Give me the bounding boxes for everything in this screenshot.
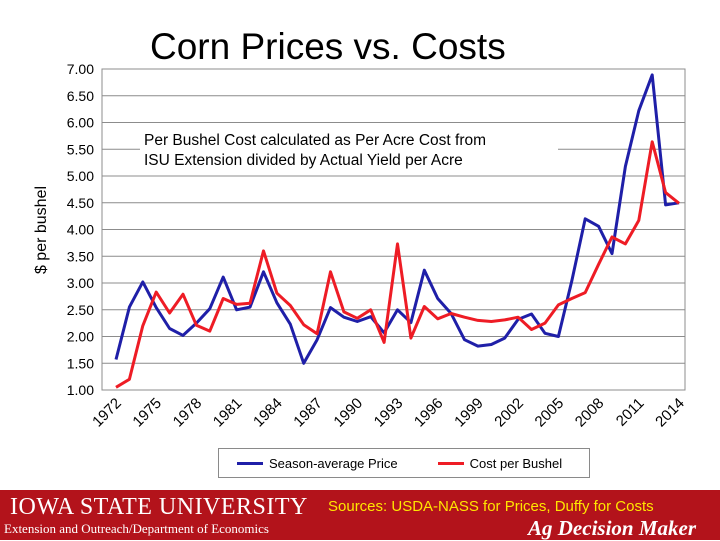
x-tick-label: 2011 bbox=[613, 395, 648, 430]
legend-swatch-cost bbox=[437, 461, 464, 465]
series-lines bbox=[114, 73, 680, 389]
x-tick-label: 2008 bbox=[572, 395, 608, 431]
y-tick-label: 6.50 bbox=[67, 88, 94, 104]
x-tick-label: 1996 bbox=[411, 395, 447, 431]
y-tick-label: 1.50 bbox=[67, 355, 94, 371]
x-tick-label: 2014 bbox=[652, 395, 688, 431]
x-tick-label: 2002 bbox=[491, 395, 527, 431]
sources-note: Sources: USDA-NASS for Prices, Duffy for… bbox=[328, 498, 654, 515]
y-tick-label: 4.50 bbox=[67, 195, 94, 211]
footer-bar: IOWA STATE UNIVERSITY Sources: USDA-NASS… bbox=[0, 490, 720, 540]
y-tick-label: 6.00 bbox=[67, 115, 94, 131]
y-tick-label: 1.00 bbox=[67, 382, 94, 398]
x-tick-label: 1978 bbox=[170, 395, 206, 431]
y-tick-label: 4.00 bbox=[67, 222, 94, 238]
line-chart: 1.00 1.50 2.00 2.50 3.00 3.50 4.00 4.50 5.00 5.50… bbox=[33, 61, 688, 431]
x-tick-label: 1999 bbox=[451, 395, 487, 431]
brand-logo-text: Ag Decision Maker bbox=[528, 516, 696, 540]
y-tick-labels: 1.00 1.50 2.00 2.50 3.00 3.50 4.00 4.50 5.00 5.50… bbox=[67, 61, 94, 398]
legend-label-cost: Cost per Bushel bbox=[469, 455, 563, 471]
department-text: Extension and Outreach/Department of Eco… bbox=[4, 521, 269, 536]
y-tick-label: 2.50 bbox=[67, 302, 94, 318]
y-tick-label: 5.50 bbox=[67, 141, 94, 157]
y-tick-label: 7.00 bbox=[67, 61, 94, 77]
legend-item-price: Season-average Price bbox=[237, 456, 398, 471]
y-axis-label: $ per bushel bbox=[33, 186, 50, 274]
x-tick-labels: 1972 1975 1978 1981 1984 1987 1990 1993 1996 1999… bbox=[89, 395, 688, 431]
chart-legend: Season-average Price Cost per Bushel bbox=[218, 448, 590, 478]
x-tick-label: 1984 bbox=[250, 395, 286, 431]
x-tick-label: 1972 bbox=[89, 395, 125, 431]
x-tick-label: 1987 bbox=[290, 395, 326, 431]
legend-label-price: Season-average Price bbox=[269, 455, 398, 471]
gridlines bbox=[102, 68, 685, 391]
y-tick-label: 5.00 bbox=[67, 168, 94, 184]
series-line-cost bbox=[115, 140, 680, 389]
legend-item-cost: Cost per Bushel bbox=[437, 455, 563, 471]
x-tick-label: 1975 bbox=[129, 395, 165, 431]
x-tick-label: 1990 bbox=[330, 395, 366, 431]
chart-title: Corn Prices vs. Costs bbox=[150, 26, 506, 67]
y-tick-label: 2.00 bbox=[67, 329, 94, 345]
legend-swatch-price bbox=[237, 461, 263, 465]
chart-annotation: Per Bushel Cost calculated as Per Acre C… bbox=[140, 131, 558, 171]
university-logo-text: IOWA STATE UNIVERSITY bbox=[10, 494, 308, 520]
plot-area-border bbox=[101, 68, 686, 391]
x-tick-label: 1993 bbox=[371, 395, 407, 431]
series-line-price bbox=[114, 73, 680, 365]
x-tick-label: 1981 bbox=[210, 395, 246, 431]
y-tick-label: 3.50 bbox=[67, 248, 94, 264]
x-tick-label: 2005 bbox=[532, 395, 568, 431]
y-tick-label: 3.00 bbox=[67, 275, 94, 291]
